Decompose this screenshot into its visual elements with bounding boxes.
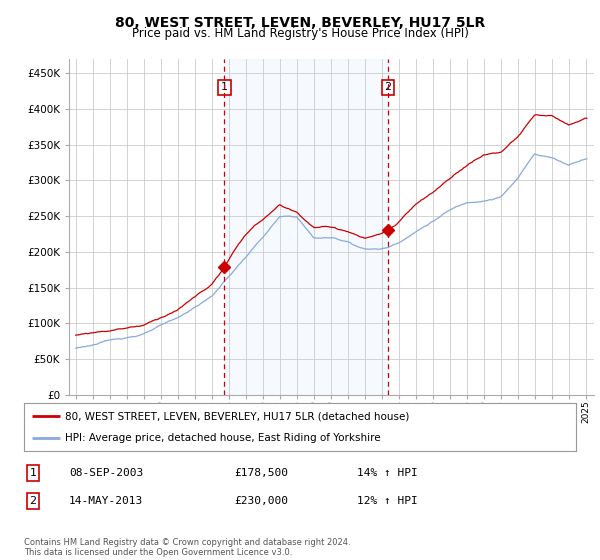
Text: 08-SEP-2003: 08-SEP-2003 <box>69 468 143 478</box>
Text: Price paid vs. HM Land Registry's House Price Index (HPI): Price paid vs. HM Land Registry's House … <box>131 27 469 40</box>
Text: £230,000: £230,000 <box>234 496 288 506</box>
Text: 80, WEST STREET, LEVEN, BEVERLEY, HU17 5LR: 80, WEST STREET, LEVEN, BEVERLEY, HU17 5… <box>115 16 485 30</box>
Text: 14% ↑ HPI: 14% ↑ HPI <box>357 468 418 478</box>
Text: Contains HM Land Registry data © Crown copyright and database right 2024.
This d: Contains HM Land Registry data © Crown c… <box>24 538 350 557</box>
Text: 1: 1 <box>29 468 37 478</box>
Text: £178,500: £178,500 <box>234 468 288 478</box>
Bar <box>224 59 388 395</box>
Text: 80, WEST STREET, LEVEN, BEVERLEY, HU17 5LR (detached house): 80, WEST STREET, LEVEN, BEVERLEY, HU17 5… <box>65 411 410 421</box>
Text: 2: 2 <box>385 82 391 92</box>
Text: HPI: Average price, detached house, East Riding of Yorkshire: HPI: Average price, detached house, East… <box>65 433 381 443</box>
Text: 2: 2 <box>29 496 37 506</box>
Text: 1: 1 <box>221 82 228 92</box>
Text: 12% ↑ HPI: 12% ↑ HPI <box>357 496 418 506</box>
Text: 14-MAY-2013: 14-MAY-2013 <box>69 496 143 506</box>
